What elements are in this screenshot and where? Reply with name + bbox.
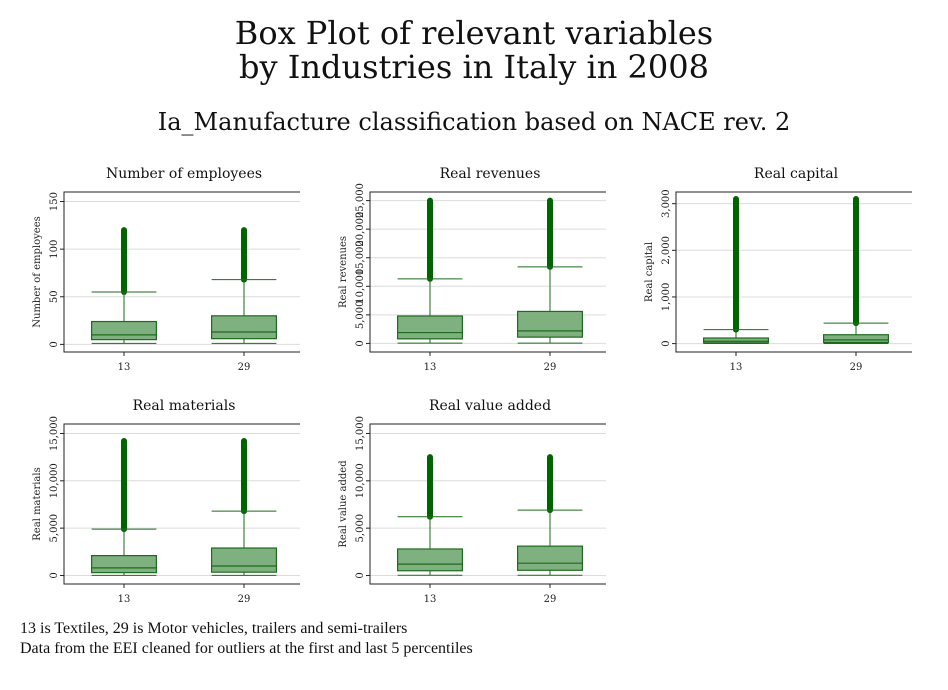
chart-materials: 13 29 0 5,000 10,000 15,000 Real materials (32, 416, 305, 605)
panel-materials: Real materials 13 29 0 5,000 10,000 15,000 Rea… (0, 398, 305, 613)
box-13 (90, 227, 158, 344)
iqr-box (211, 315, 278, 340)
y-tick-label: 0 (355, 340, 366, 346)
y-tick-label: 15,000 (355, 416, 366, 451)
chart-employees: 13 29 0 50 100 150 Number of employees (32, 191, 305, 373)
box-13 (396, 197, 464, 344)
panel-employees: Number of employees 13 29 0 50 100 150 Number … (0, 166, 305, 381)
y-tick-label: 150 (49, 192, 60, 211)
iqr-box (396, 548, 464, 572)
x-tick-label: 13 (730, 362, 743, 373)
y-tick-label: 0 (49, 341, 60, 347)
y-tick-label: 20,000 (355, 212, 366, 247)
y-tick-label: 0 (49, 572, 60, 578)
figure-title-line2: by Industries in Italy in 2008 (239, 48, 709, 86)
panel-title: Real capital (753, 166, 839, 182)
iqr-box (90, 320, 158, 341)
y-axis-label: Real revenues (338, 236, 349, 308)
x-tick-label: 29 (544, 594, 557, 605)
y-tick-label: 1,000 (661, 283, 672, 312)
x-tick-label: 13 (118, 594, 131, 605)
y-tick-label: 5,000 (49, 514, 60, 543)
box-13 (90, 438, 158, 576)
y-tick-label: 10,000 (355, 269, 366, 304)
y-tick-label: 5,000 (355, 514, 366, 543)
panel-title: Real revenues (439, 166, 541, 182)
y-tick-label: 15,000 (355, 240, 366, 275)
panel-title: Number of employees (105, 166, 263, 182)
box-29 (211, 227, 278, 344)
iqr-box (823, 334, 890, 344)
panel-value-added: Real value added 13 29 0 5,000 10,000 15,000 R… (306, 398, 611, 613)
x-tick-label: 29 (238, 362, 251, 373)
y-tick-label: 50 (49, 290, 60, 303)
y-tick-label: 25,000 (355, 183, 366, 218)
x-tick-label: 13 (424, 594, 437, 605)
y-tick-label: 3,000 (661, 189, 672, 218)
panel-revenues: Real revenues 13 29 0 5,000 10,000 15,000 20,0… (306, 166, 611, 381)
iqr-box (702, 337, 770, 344)
iqr-box (211, 547, 278, 573)
y-tick-label: 10,000 (49, 463, 60, 498)
iqr-box (90, 554, 158, 574)
panel-title: Real value added (428, 398, 552, 414)
y-axis-label: Real materials (32, 467, 43, 540)
figure-subtitle: Ia_Manufacture classification based on N… (157, 108, 791, 136)
y-tick-label: 0 (355, 572, 366, 578)
footnote-source: Data from the EEI cleaned for outliers a… (20, 640, 473, 657)
y-axis-label: Number of employees (32, 216, 43, 328)
y-tick-label: 2,000 (661, 236, 672, 265)
chart-capital: 13 29 0 1,000 2,000 3,000 Real capital (644, 189, 917, 373)
y-axis-label: Real value added (338, 460, 349, 548)
box-29 (517, 197, 584, 344)
x-tick-label: 29 (544, 362, 557, 373)
y-tick-label: 15,000 (49, 416, 60, 451)
box-29 (823, 195, 890, 345)
x-tick-label: 29 (238, 594, 251, 605)
box-29 (211, 438, 278, 576)
chart-value-added: 13 29 0 5,000 10,000 15,000 Real value added (338, 416, 611, 605)
panel-capital: Real capital 13 29 0 1,000 2,000 3,000 Real ca… (612, 166, 917, 381)
iqr-box (396, 315, 464, 340)
iqr-box (517, 310, 584, 338)
y-axis-label: Real capital (644, 242, 655, 302)
box-13 (702, 195, 770, 345)
figure-title-line1: Box Plot of relevant variables (234, 14, 714, 52)
y-tick-label: 100 (49, 240, 60, 259)
x-tick-label: 13 (118, 362, 131, 373)
footnote-industries: 13 is Textiles, 29 is Motor vehicles, tr… (20, 620, 408, 637)
box-29 (517, 454, 584, 576)
x-tick-label: 13 (424, 362, 437, 373)
plot-frame (675, 191, 917, 353)
x-tick-label: 29 (850, 362, 863, 373)
iqr-box (517, 545, 584, 571)
box-13 (396, 454, 464, 576)
panel-title: Real materials (132, 398, 236, 414)
y-tick-label: 10,000 (355, 463, 366, 498)
y-tick-label: 0 (661, 340, 672, 346)
y-tick-label: 5,000 (355, 301, 366, 330)
